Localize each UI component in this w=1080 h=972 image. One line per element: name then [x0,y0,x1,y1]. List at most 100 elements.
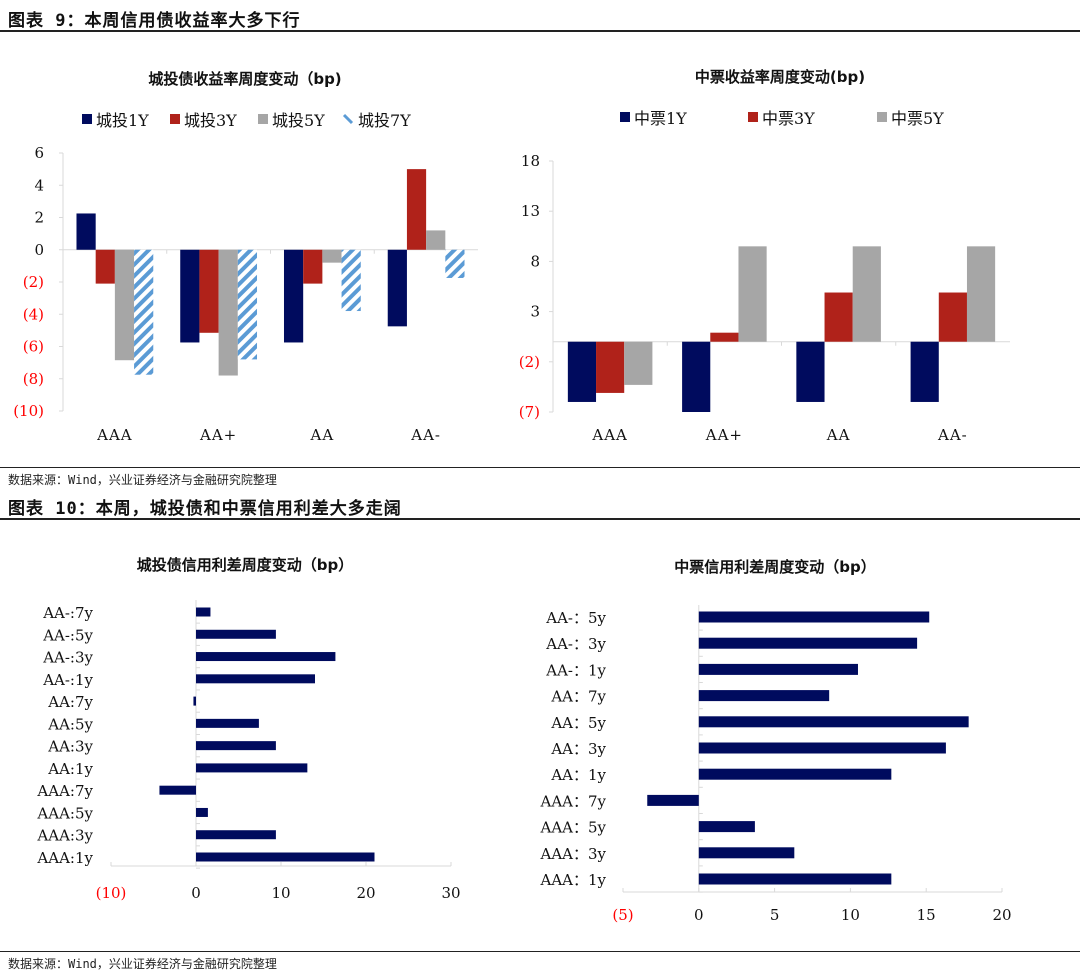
x-category-label: AA+ [199,426,237,444]
y-tick-label: 18 [521,152,540,170]
bar-城投7Y-AA- [445,249,465,278]
x-category-label: AA [310,426,335,444]
bar-城投1Y-AA- [387,249,407,327]
y-category-label: AAA：5y [539,819,606,837]
bar-AAA：1y [698,873,892,885]
y-category-label: AA-：3y [545,635,606,653]
bar-AAA:7y [159,785,196,795]
x-category-label: AA+ [705,426,743,444]
bar-AAA：5y [698,821,755,833]
figure-9-source: 数据来源：Wind，兴业证券经济与金融研究院整理 [8,473,277,487]
x-tick-label: 10 [271,884,290,902]
y-category-label: AAA:3y [36,827,93,845]
bar-中票1Y-AA [796,341,825,402]
bar-城投1Y-AA [283,249,304,343]
legend-swatch [82,114,92,124]
y-category-label: AAA:5y [36,804,93,822]
y-tick-label: 13 [521,202,540,220]
legend-label: 中票3Y [762,109,815,128]
y-tick-label: (2) [519,353,540,371]
bar-城投3Y-AA [303,249,323,284]
bar-AA-：5y [698,611,930,623]
x-tick-label: 30 [441,884,460,902]
figure-9-rule [0,30,1080,32]
bar-AA:7y [193,696,196,706]
y-tick-label: (8) [23,370,44,388]
bar-城投3Y-AAA [95,249,115,284]
bar-中票1Y-AA- [910,341,939,402]
chart-title: 中票信用利差周度变动（bp） [674,558,875,576]
y-category-label: AA-：5y [545,609,606,627]
bar-AA-:3y [196,652,336,662]
y-tick-label: (2) [23,273,44,291]
bar-AA:1y [196,763,308,773]
y-category-label: AA-:1y [42,671,93,689]
legend-label: 城投1Y [96,111,149,130]
bar-AAA：7y [647,794,699,806]
legend-swatch [258,114,268,124]
y-category-label: AAA：1y [539,871,606,889]
y-tick-label: (7) [519,403,540,421]
x-category-label: AA- [410,426,441,444]
y-tick-label: 4 [34,176,44,194]
y-category-label: AAA：3y [539,845,606,863]
figure-10-bottom-rule [0,951,1080,952]
bar-AA-：3y [698,637,918,649]
chart-title: 中票收益率周度变动(bp) [695,68,865,86]
bar-AA：1y [698,768,892,780]
figure-10-rule [0,518,1080,520]
x-category-label: AAA [591,426,628,444]
x-tick-label: 15 [917,906,936,924]
x-tick-label: 20 [356,884,375,902]
bar-AA-:5y [196,629,276,639]
y-category-label: AA：5y [550,714,606,732]
x-tick-label: 0 [694,906,704,924]
y-category-label: AA：7y [550,688,606,706]
y-tick-label: 3 [530,303,540,321]
y-tick-label: 0 [34,241,44,259]
bar-AA：3y [698,742,946,754]
legend-label: 城投7Y [358,111,411,130]
bar-城投5Y-AAA [114,249,135,361]
bar-AA-:1y [196,674,315,684]
y-category-label: AA-:5y [42,626,93,644]
x-tick-label: (5) [612,906,633,924]
y-tick-label: (4) [23,305,44,323]
bar-中票3Y-AA- [938,292,967,342]
bar-AAA:5y [196,807,208,817]
y-tick-label: 8 [530,252,540,270]
x-category-label: AA [826,426,851,444]
bar-中票5Y-AA [852,246,881,342]
y-category-label: AA:5y [47,715,93,733]
bar-中票5Y-AAA [624,341,653,385]
y-tick-label: 2 [34,209,44,227]
legend-swatch [877,112,887,122]
bar-城投5Y-AA+ [218,249,238,376]
y-category-label: AAA:7y [36,782,93,800]
bar-AA:5y [196,718,259,728]
x-category-label: AAA [96,426,133,444]
bar-中票5Y-AA+ [738,246,767,342]
bar-中票3Y-AAA [596,341,625,393]
x-tick-label: (10) [96,884,127,902]
legend-swatch-stripe-icon [342,113,354,125]
legend-label: 城投5Y [272,111,325,130]
bar-AA-：1y [698,663,858,675]
bar-AA：5y [698,716,969,728]
chart-title: 城投债信用利差周度变动（bp） [137,556,353,574]
legend-label: 中票5Y [891,109,944,128]
y-category-label: AA-：1y [545,661,606,679]
bar-中票3Y-AA+ [710,332,739,342]
y-tick-label: (6) [23,338,44,356]
bar-城投5Y-AA- [426,230,446,250]
y-category-label: AA：1y [550,766,606,784]
bar-城投3Y-AA+ [199,249,219,333]
bar-AAA:3y [196,830,276,840]
legend-swatch [748,112,758,122]
bar-AAA:1y [196,852,375,862]
figure-10-title: 图表 10：本周，城投债和中票信用利差大多走阔 [8,499,402,519]
bar-AA-:7y [196,607,211,617]
figure-9-bottom-rule [0,467,1080,468]
